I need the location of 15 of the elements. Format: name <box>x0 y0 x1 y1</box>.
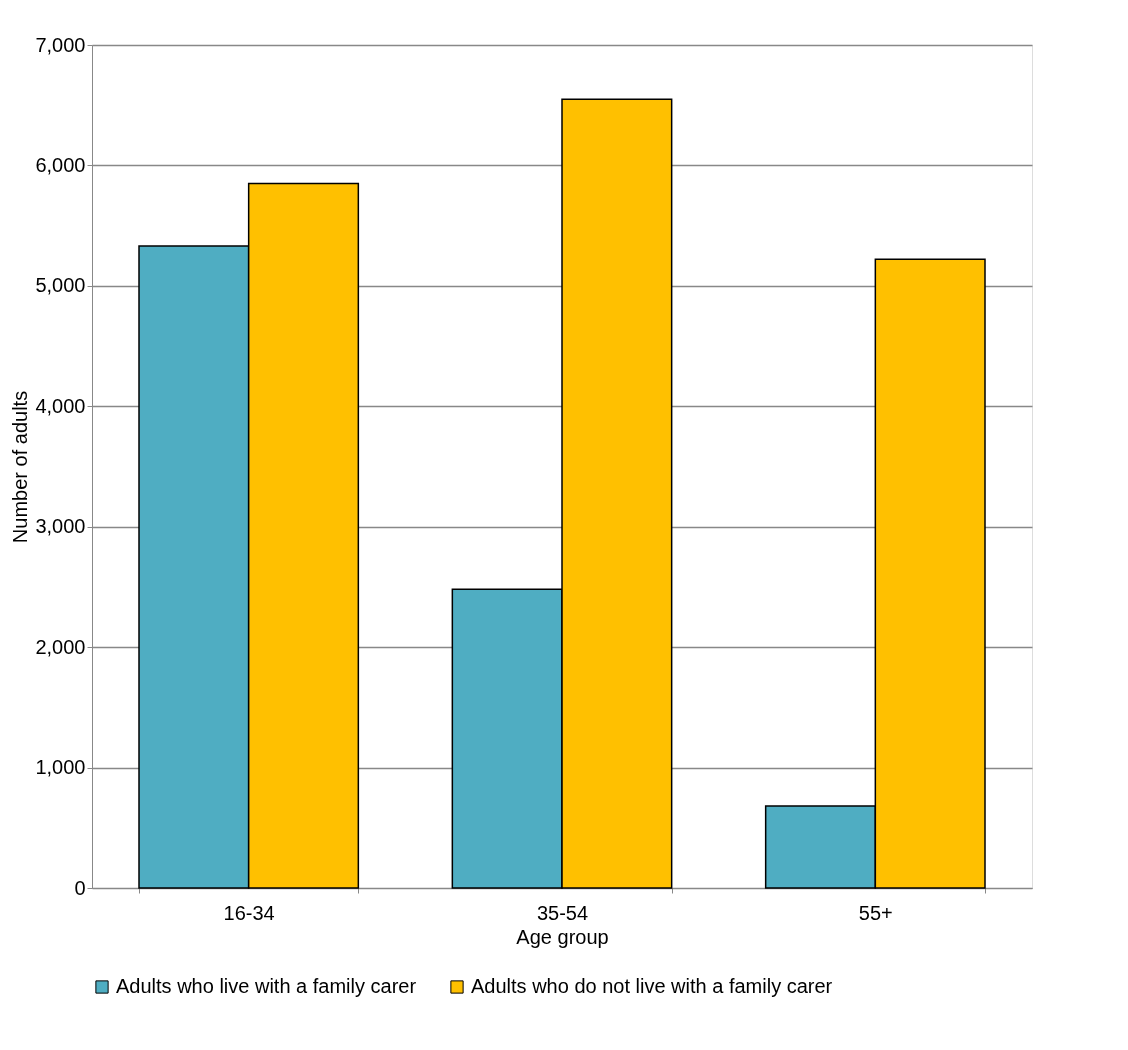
legend-label: Adults who do not live with a family carer <box>471 975 833 997</box>
y-tick-label: 2,000 <box>35 635 86 658</box>
y-tick-label: 5,000 <box>35 274 86 297</box>
x-axis-title: Age group <box>516 925 609 948</box>
y-tick-label: 4,000 <box>35 394 86 417</box>
x-tick-label: 55+ <box>858 901 893 924</box>
legend-label: Adults who live with a family carer <box>116 975 417 997</box>
y-tick-label: 3,000 <box>35 515 86 538</box>
x-tick-label: 35-54 <box>536 901 589 924</box>
y-axis-title: Number of adults <box>9 390 32 544</box>
y-tick-label: 0 <box>74 876 86 899</box>
x-tick-label: 16-34 <box>223 901 275 924</box>
y-tick-label: 6,000 <box>35 153 86 176</box>
y-tick-label: 7,000 <box>35 33 86 56</box>
y-tick-label: 1,000 <box>35 756 86 779</box>
